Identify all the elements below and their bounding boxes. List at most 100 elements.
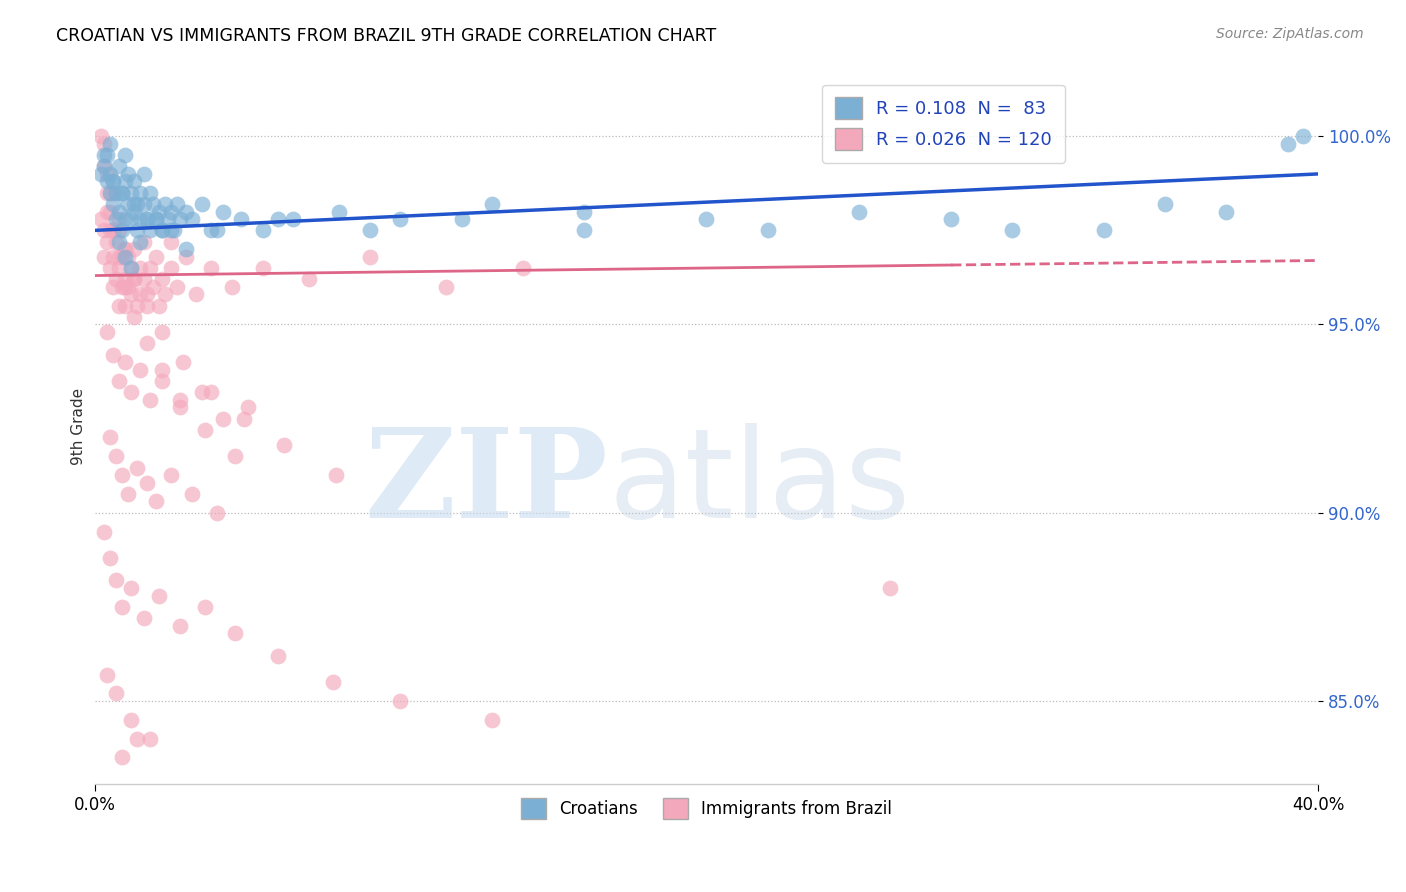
- Point: [101, 197, 124, 211]
- Point: [90, 129, 112, 144]
- Point: [941, 212, 963, 227]
- Point: [150, 362, 173, 376]
- Point: [200, 223, 222, 237]
- Point: [572, 204, 595, 219]
- Point: [127, 731, 149, 746]
- Point: [114, 272, 136, 286]
- Point: [96, 148, 118, 162]
- Point: [224, 449, 246, 463]
- Text: ZIP: ZIP: [364, 423, 609, 544]
- Point: [96, 667, 118, 681]
- Point: [104, 686, 127, 700]
- Point: [142, 197, 165, 211]
- Point: [512, 260, 534, 275]
- Point: [135, 212, 157, 227]
- Point: [90, 212, 112, 227]
- Point: [101, 280, 124, 294]
- Point: [93, 160, 115, 174]
- Point: [120, 713, 142, 727]
- Point: [184, 287, 207, 301]
- Point: [108, 223, 131, 237]
- Point: [98, 430, 121, 444]
- Point: [150, 272, 173, 286]
- Point: [572, 223, 595, 237]
- Point: [879, 581, 901, 595]
- Point: [172, 355, 194, 369]
- Point: [695, 212, 717, 227]
- Point: [181, 212, 204, 227]
- Point: [132, 235, 155, 249]
- Point: [1001, 223, 1024, 237]
- Point: [108, 160, 131, 174]
- Point: [117, 250, 139, 264]
- Point: [145, 212, 167, 227]
- Point: [135, 299, 157, 313]
- Point: [93, 136, 115, 151]
- Point: [132, 197, 155, 211]
- Point: [176, 242, 198, 256]
- Point: [205, 223, 228, 237]
- Point: [117, 280, 139, 294]
- Point: [138, 731, 160, 746]
- Point: [104, 574, 127, 588]
- Point: [114, 148, 136, 162]
- Point: [231, 212, 253, 227]
- Point: [120, 186, 142, 200]
- Point: [108, 260, 131, 275]
- Point: [98, 204, 121, 219]
- Point: [93, 223, 115, 237]
- Point: [181, 487, 204, 501]
- Point: [481, 713, 503, 727]
- Point: [160, 204, 183, 219]
- Point: [120, 287, 142, 301]
- Point: [267, 648, 290, 663]
- Point: [104, 186, 127, 200]
- Point: [150, 223, 173, 237]
- Point: [104, 235, 127, 249]
- Point: [148, 589, 170, 603]
- Point: [90, 167, 112, 181]
- Point: [124, 272, 146, 286]
- Point: [108, 235, 131, 249]
- Point: [142, 280, 165, 294]
- Point: [111, 750, 134, 764]
- Point: [96, 204, 118, 219]
- Point: [194, 599, 217, 614]
- Point: [150, 325, 173, 339]
- Point: [389, 212, 412, 227]
- Point: [169, 401, 191, 415]
- Point: [120, 260, 142, 275]
- Point: [132, 167, 155, 181]
- Point: [93, 524, 115, 539]
- Point: [434, 280, 457, 294]
- Point: [114, 299, 136, 313]
- Point: [325, 468, 347, 483]
- Point: [101, 186, 124, 200]
- Point: [138, 186, 160, 200]
- Point: [117, 487, 139, 501]
- Point: [194, 423, 217, 437]
- Point: [124, 242, 146, 256]
- Point: [450, 212, 472, 227]
- Point: [124, 310, 146, 324]
- Point: [129, 235, 152, 249]
- Point: [148, 204, 170, 219]
- Point: [114, 355, 136, 369]
- Point: [233, 411, 256, 425]
- Point: [221, 280, 243, 294]
- Point: [120, 260, 142, 275]
- Point: [252, 223, 274, 237]
- Point: [108, 204, 131, 219]
- Point: [104, 449, 127, 463]
- Point: [359, 250, 381, 264]
- Point: [114, 250, 136, 264]
- Point: [135, 475, 157, 490]
- Point: [117, 197, 139, 211]
- Point: [96, 167, 118, 181]
- Point: [101, 223, 124, 237]
- Point: [190, 197, 212, 211]
- Point: [111, 186, 134, 200]
- Point: [212, 411, 235, 425]
- Point: [98, 260, 121, 275]
- Point: [127, 460, 149, 475]
